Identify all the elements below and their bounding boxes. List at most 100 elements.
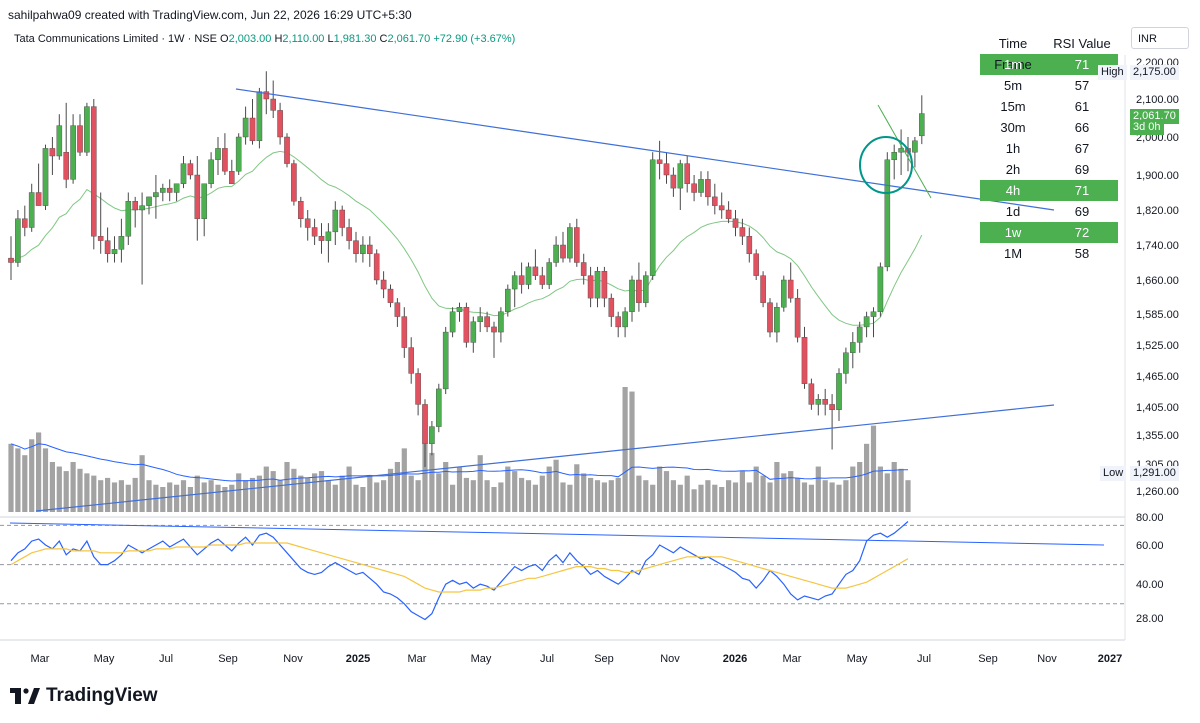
volume-bar: [201, 482, 207, 512]
volume-bar: [705, 480, 711, 512]
low-value: 1,981.30: [333, 33, 377, 45]
candle-body: [518, 275, 525, 285]
x-tick: May: [94, 653, 115, 665]
candle-body: [491, 326, 497, 333]
x-tick: Sep: [978, 653, 998, 665]
candle-body: [228, 170, 235, 184]
volume-bar: [187, 487, 193, 512]
volume-bar: [222, 487, 228, 512]
volume-bar: [643, 480, 649, 512]
x-tick: Mar: [783, 653, 802, 665]
volume-bar: [249, 477, 256, 512]
candle-body: [339, 209, 346, 228]
volume-bar: [615, 477, 621, 512]
candle-body: [222, 148, 228, 172]
price-tick: 1,660.00: [1136, 275, 1179, 287]
candle-body: [877, 266, 884, 312]
symbol-legend: Tata Communications Limited · 1W · NSE O…: [14, 33, 515, 45]
candle-body: [304, 218, 311, 228]
price-tick: 2,000.00: [1136, 132, 1179, 144]
volume-bar: [801, 482, 808, 512]
rsi-row-timeframe: 1h: [1005, 141, 1021, 156]
volume-bar: [477, 455, 483, 512]
candle-body: [159, 187, 166, 193]
candle-body: [636, 279, 642, 303]
candle-body: [132, 201, 139, 211]
rsi-row-timeframe: 1M: [1003, 246, 1023, 261]
candle-body: [415, 373, 421, 405]
candle-body: [505, 288, 511, 312]
volume-bar: [870, 425, 877, 512]
candle-body: [139, 205, 145, 211]
volume-bar: [312, 473, 318, 512]
volume-bar: [877, 466, 883, 512]
candle-body: [781, 279, 787, 308]
rsi-row-value: 71: [1074, 183, 1090, 198]
candle-body: [912, 140, 918, 153]
volume-bar: [719, 487, 725, 512]
high-price-label: 2,175.00: [1130, 65, 1179, 80]
volume-bar: [436, 473, 442, 512]
volume-bar: [146, 480, 152, 512]
volume-bar: [546, 466, 552, 512]
candle-body: [553, 244, 559, 263]
volume-bar: [560, 482, 566, 512]
rsi-line: [10, 521, 909, 621]
candle-body: [325, 231, 332, 241]
volume-bar: [574, 464, 580, 512]
volume-bar: [746, 482, 752, 512]
candle-body: [822, 399, 828, 405]
tradingview-logo-icon: [10, 688, 40, 704]
candle-body: [449, 311, 456, 333]
candle-body: [863, 316, 870, 328]
candle-body: [919, 113, 925, 137]
candle-body: [656, 159, 663, 164]
rsi-tick: 60.00: [1136, 540, 1164, 552]
candle-body: [829, 404, 835, 410]
candle-body: [28, 192, 35, 228]
candle-body: [539, 275, 546, 285]
x-tick: Jul: [159, 653, 173, 665]
volume-bar: [829, 482, 835, 512]
candle-body: [215, 148, 221, 160]
volume-bar: [91, 475, 97, 512]
candle-body: [856, 326, 863, 343]
tradingview-logo[interactable]: TradingView: [10, 685, 158, 707]
candle-body: [256, 91, 263, 141]
volume-bar: [553, 459, 559, 512]
rsi-row-value: 69: [1074, 162, 1090, 177]
price-tick: 1,465.00: [1136, 371, 1179, 383]
candle-body: [718, 205, 725, 211]
candle-body: [180, 163, 187, 184]
rsi-row-value: 58: [1074, 246, 1090, 261]
volume-bar: [325, 480, 331, 512]
candle-body: [367, 244, 373, 254]
candle-body: [456, 307, 463, 312]
candle-body: [173, 183, 180, 193]
x-tick: Mar: [408, 653, 427, 665]
volume-bar: [732, 482, 739, 512]
rsi-tick: 80.00: [1136, 512, 1164, 524]
volume-bar: [84, 473, 90, 512]
candle-body: [684, 163, 690, 184]
rsi-row-value: 67: [1074, 141, 1090, 156]
rsi-row-1m: 1m 71: [980, 54, 1118, 75]
price-tick: 1,525.00: [1136, 340, 1179, 352]
volume-bar: [443, 462, 449, 512]
volume-bar: [174, 484, 180, 512]
candle-body: [436, 388, 442, 427]
volume-bar: [781, 473, 787, 512]
low-label: L: [327, 33, 334, 45]
high-tag: High: [1098, 65, 1127, 80]
x-tick: Jul: [540, 653, 554, 665]
currency-button[interactable]: INR: [1131, 27, 1189, 49]
price-tick: 1,820.00: [1136, 205, 1179, 217]
candle-body: [242, 117, 249, 138]
candle-body: [705, 179, 711, 198]
x-tick: 2027: [1098, 653, 1122, 665]
volume-bar: [15, 448, 21, 512]
candle-body: [284, 136, 290, 164]
candle-body: [691, 183, 697, 193]
candle-body: [574, 227, 580, 263]
